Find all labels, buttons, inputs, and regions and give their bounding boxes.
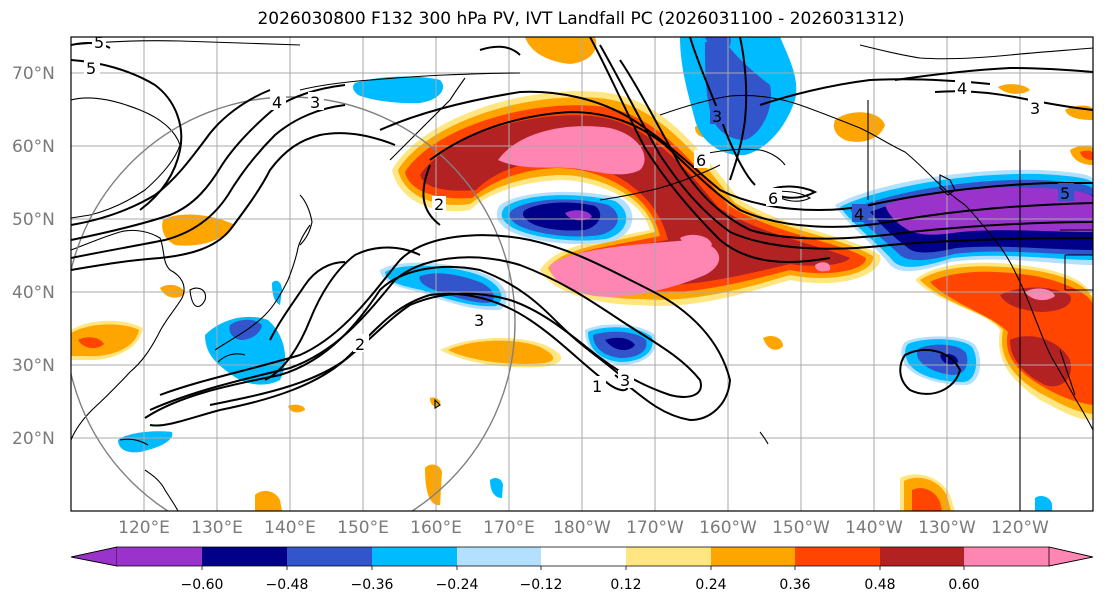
- contour-label: 1: [592, 377, 602, 396]
- lat-label: 70°N: [12, 64, 55, 84]
- contour-line: [599, 44, 1093, 250]
- contour-label: 5: [86, 59, 96, 78]
- contour-label: 3: [1030, 99, 1040, 118]
- colorbar-segment: [372, 547, 457, 566]
- contour-line: [269, 261, 346, 341]
- contour-line: [422, 164, 441, 226]
- contour-line: [149, 256, 702, 411]
- lat-label: 30°N: [12, 356, 55, 376]
- graticule: [71, 37, 1093, 511]
- lat-label: 50°N: [12, 210, 55, 230]
- latitude-labels: 20°N 30°N 40°N 50°N 60°N 70°N: [12, 64, 55, 449]
- contour-line: [71, 104, 346, 259]
- contour-line: [479, 45, 521, 56]
- colorbar-tick-label: 0.60: [948, 577, 979, 593]
- lon-label: 170°E: [483, 518, 535, 538]
- contour-line: [379, 90, 1093, 211]
- lon-label: 160°W: [699, 518, 757, 538]
- contour-line: [619, 59, 1093, 240]
- colorbar-tick-label: −0.48: [266, 577, 309, 593]
- contour-line: [159, 234, 732, 422]
- contour-line: [71, 132, 396, 271]
- contour-line: [264, 246, 421, 381]
- colorbar-tick-label: −0.12: [520, 577, 563, 593]
- contour-line: [899, 349, 962, 395]
- contour-label: 6: [696, 151, 706, 170]
- colorbar-tick-label: −0.36: [351, 577, 394, 593]
- colorbar-extend-min: [70, 546, 118, 567]
- map-panel: 5 4 3 3 2 1 3 6 6 5 4 3 3 4: [71, 33, 1093, 511]
- lat-label: 40°N: [12, 283, 55, 303]
- colorbar-segment: [964, 547, 1049, 566]
- lon-label: 170°W: [626, 518, 684, 538]
- contour-line: [589, 37, 831, 263]
- contour-line: [894, 66, 1093, 81]
- map-frame: [70, 36, 1094, 512]
- coast-east-asia: [71, 229, 185, 441]
- contour-label: 3: [474, 311, 484, 330]
- contour-label: 2: [434, 195, 444, 214]
- colorbar-segment: [287, 547, 372, 566]
- lat-label: 60°N: [12, 137, 55, 157]
- contour-line: [729, 37, 748, 181]
- coast-alaska: [659, 94, 966, 206]
- lon-label: 130°W: [918, 518, 976, 538]
- colorbar-segment: [626, 547, 711, 566]
- colorbar-tick-label: −0.24: [436, 577, 479, 593]
- colorbar: −0.60 −0.48 −0.36 −0.24 −0.12 0.12 0.24 …: [70, 546, 1094, 593]
- colorbar-segment: [202, 547, 287, 566]
- lon-label: 120°W: [991, 518, 1049, 538]
- contour-label: 4: [854, 205, 864, 224]
- lon-label: 150°W: [772, 518, 830, 538]
- contour-label: 4: [272, 93, 282, 112]
- pv-contours: [71, 37, 1093, 427]
- contour-label: 5: [94, 33, 104, 52]
- colorbar-tick-label: 0.12: [610, 577, 641, 593]
- lat-label: 20°N: [12, 429, 55, 449]
- colorbar-outline: [70, 546, 1094, 567]
- longitude-labels: 120°E 130°E 140°E 150°E 160°E 170°E 180°…: [118, 518, 1049, 538]
- contour-label: 3: [620, 371, 630, 390]
- colorbar-tick-label: −0.60: [181, 577, 224, 593]
- contour-label: 3: [310, 93, 320, 112]
- colorbar-tick-label: 0.24: [695, 577, 726, 593]
- lon-label: 150°E: [337, 518, 389, 538]
- colorbar-extend-max: [1048, 546, 1094, 567]
- contour-line: [429, 110, 1093, 228]
- lon-label: 140°E: [264, 518, 316, 538]
- lon-label: 180°W: [553, 518, 611, 538]
- lon-label: 160°E: [410, 518, 462, 538]
- colorbar-segment: [117, 547, 202, 566]
- contour-line: [71, 84, 346, 241]
- contour-label: 3: [712, 107, 722, 126]
- colorbar-segment: [711, 547, 795, 566]
- lon-label: 140°W: [845, 518, 903, 538]
- contour-label: 5: [1060, 184, 1070, 203]
- positive-anomaly-regions: [71, 37, 1093, 511]
- lon-label: 120°E: [118, 518, 170, 538]
- contour-label: 6: [768, 189, 778, 208]
- contour-label: 4: [957, 79, 967, 98]
- colorbar-segment: [795, 547, 880, 566]
- coast-japan: [214, 224, 311, 351]
- lon-label: 130°E: [191, 518, 243, 538]
- contour-label: 2: [355, 335, 365, 354]
- colorbar-segment: [457, 547, 541, 566]
- coastlines: [71, 40, 1093, 511]
- colorbar-tick-label: 0.36: [779, 577, 810, 593]
- colorbar-segment: [880, 547, 964, 566]
- distance-circle: [71, 96, 516, 511]
- map-title: 2026030800 F132 300 hPa PV, IVT Landfall…: [257, 9, 905, 29]
- contour-line: [71, 89, 271, 226]
- contour-line: [71, 59, 183, 211]
- colorbar-tick-label: 0.48: [864, 577, 895, 593]
- colorbar-segment: [541, 547, 626, 566]
- contour-line: [689, 37, 756, 186]
- contour-label-group: 5 4 3 3 2 1 3 6 6 5 4 3 3 4: [84, 33, 1074, 396]
- contour-line: [759, 78, 991, 106]
- coast-kamchatka: [389, 77, 466, 161]
